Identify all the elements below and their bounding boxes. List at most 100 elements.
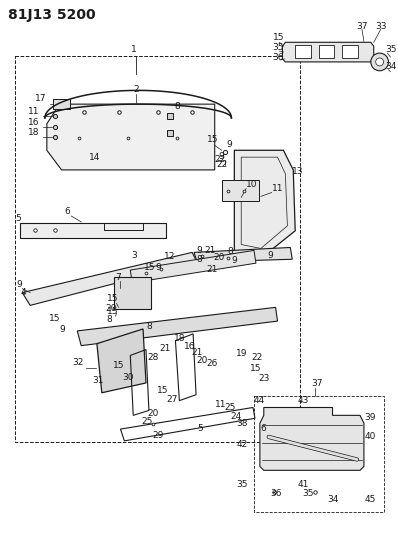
Bar [222,180,259,201]
Text: 42: 42 [236,440,248,449]
Bar [319,45,334,58]
Text: 21: 21 [204,246,215,255]
Text: 22: 22 [251,353,263,362]
Text: 15: 15 [107,307,118,316]
Text: 36: 36 [270,489,281,498]
Text: 34: 34 [327,495,338,504]
Text: 35: 35 [302,489,314,498]
Polygon shape [130,251,256,283]
Text: 38: 38 [236,419,248,427]
Text: 36: 36 [273,53,284,62]
Text: 2: 2 [133,85,139,94]
Polygon shape [20,223,166,238]
Text: 18: 18 [174,334,185,343]
Text: 7: 7 [115,273,121,282]
Text: 30: 30 [123,373,134,382]
Text: 11: 11 [28,107,40,116]
Polygon shape [283,42,374,62]
Text: 41: 41 [297,480,309,489]
Text: 25: 25 [224,403,236,413]
Text: 23: 23 [258,374,269,383]
Text: 9: 9 [155,263,161,272]
Polygon shape [77,308,277,345]
Text: 9: 9 [268,251,273,260]
Text: 14: 14 [89,153,100,162]
Text: 40: 40 [364,432,375,441]
Text: 20: 20 [147,409,158,418]
Text: 22: 22 [215,155,226,164]
Text: 35: 35 [236,480,248,489]
Text: 9: 9 [232,256,237,265]
Text: 15: 15 [144,263,156,272]
Text: 81J13 5200: 81J13 5200 [8,7,95,22]
Text: 8: 8 [107,315,113,324]
Text: 34: 34 [386,62,397,71]
Text: 35: 35 [273,43,284,52]
Text: 8: 8 [174,102,180,111]
Text: 9: 9 [196,246,202,255]
Text: 9: 9 [226,140,232,149]
Bar [295,45,311,58]
Text: 18: 18 [28,127,40,136]
Text: 6: 6 [261,424,267,433]
Text: 15: 15 [157,386,168,395]
Bar [53,99,70,109]
Text: 32: 32 [72,358,84,367]
Polygon shape [97,329,146,393]
Text: 20: 20 [213,253,224,262]
Text: 9: 9 [16,280,22,289]
Text: 21: 21 [191,349,203,358]
Text: 15: 15 [207,135,219,144]
Text: 37: 37 [356,21,368,30]
Text: 3: 3 [131,251,137,260]
Text: 22: 22 [217,160,228,169]
Bar [113,277,151,309]
Circle shape [376,58,384,66]
Bar [342,45,358,58]
Text: 21: 21 [159,344,170,352]
Text: 31: 31 [92,376,103,385]
Text: 27: 27 [167,394,178,403]
Text: 44: 44 [253,396,265,405]
Text: 15: 15 [107,294,118,303]
Text: 5: 5 [197,424,203,433]
Text: 19: 19 [236,350,247,358]
Polygon shape [260,408,364,470]
Text: 8: 8 [228,247,233,256]
Text: 16: 16 [28,118,40,127]
Text: 28: 28 [147,353,158,362]
Text: 15: 15 [250,364,262,373]
Text: 6: 6 [64,207,70,216]
Text: 16: 16 [184,342,196,351]
Text: 25: 25 [141,417,152,426]
Text: 39: 39 [364,413,376,422]
Text: 5: 5 [16,214,21,223]
Text: 13: 13 [292,167,304,176]
Text: 4: 4 [20,288,26,296]
Text: 37: 37 [311,379,322,388]
Text: 15: 15 [49,314,60,323]
Text: 10: 10 [246,180,258,189]
Text: 33: 33 [376,21,387,30]
Text: 9: 9 [219,152,224,161]
Text: 9: 9 [60,325,65,334]
Circle shape [371,53,388,71]
Text: 21: 21 [206,265,217,274]
Text: 20: 20 [196,356,208,365]
Text: 29: 29 [152,431,163,440]
Text: 15: 15 [273,34,284,42]
Polygon shape [234,150,295,259]
Text: 12: 12 [164,252,175,261]
Text: 8: 8 [196,255,202,264]
Text: 26: 26 [206,359,217,368]
Text: 17: 17 [35,94,47,103]
Text: 11: 11 [215,400,226,409]
Text: 35: 35 [386,45,397,54]
Polygon shape [194,247,292,262]
Text: 11: 11 [272,183,283,192]
Text: 45: 45 [364,495,375,504]
Text: 1: 1 [131,45,137,54]
Text: 43: 43 [297,396,309,405]
Polygon shape [47,104,215,170]
Text: 8: 8 [146,322,152,331]
